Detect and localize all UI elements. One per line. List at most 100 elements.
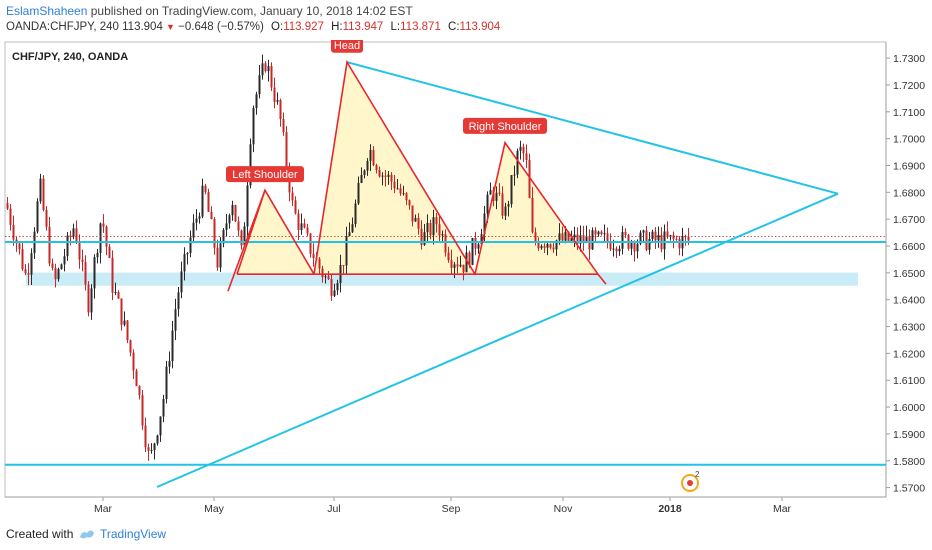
candle-body	[297, 213, 300, 231]
candle-body	[513, 174, 516, 176]
y-tick-label: 1.6900	[893, 160, 925, 172]
candle-body	[189, 237, 192, 253]
y-tick-label: 1.6400	[893, 295, 925, 307]
candle-body	[174, 309, 177, 331]
candle-body	[483, 213, 486, 235]
candle-body	[624, 232, 627, 235]
candle-body	[78, 242, 81, 260]
candle-body	[87, 284, 90, 313]
candle-body	[294, 200, 297, 214]
annotation-right-shoulder[interactable]: Right Shoulder	[463, 117, 547, 134]
candle-body	[606, 233, 609, 242]
candle-body	[27, 273, 30, 275]
candle-body	[162, 398, 165, 417]
candle-body	[666, 231, 669, 237]
candle-body	[156, 435, 159, 444]
footer: Created with TradingView	[0, 518, 932, 550]
candle-body	[90, 288, 93, 313]
y-tick-label: 1.7300	[893, 53, 925, 65]
descending-trendline[interactable]	[346, 61, 839, 195]
right-shoulder-triangle[interactable]	[474, 140, 599, 275]
candle-body	[495, 192, 498, 201]
candle-body	[438, 224, 441, 236]
candle-body	[687, 236, 690, 241]
candle-body	[93, 257, 96, 289]
candle-body	[267, 66, 270, 72]
price-change: −0.648 (−0.57%)	[178, 21, 264, 33]
candle-body	[66, 235, 69, 257]
candle-body	[237, 221, 240, 231]
y-tick-label: 1.6600	[893, 241, 925, 253]
candle-body	[498, 192, 501, 194]
event-marker-icon[interactable]: 2	[681, 470, 700, 492]
candle-body	[429, 222, 432, 236]
head-triangle-fill	[314, 62, 475, 275]
candle-body	[327, 276, 330, 280]
low-value: 113.871	[400, 21, 441, 33]
annotation-label: Right Shoulder	[469, 121, 542, 133]
candle-body	[342, 265, 345, 267]
annotation-head[interactable]: Head	[331, 40, 363, 53]
candle-body	[633, 242, 636, 252]
candle-body	[36, 201, 39, 232]
y-tick-label: 1.6300	[893, 322, 925, 334]
candle-body	[150, 450, 153, 452]
candle-body	[198, 216, 201, 219]
y-tick-label: 1.6800	[893, 187, 925, 199]
candle-body	[336, 283, 339, 291]
candle-body	[108, 246, 111, 258]
candle-body	[306, 227, 309, 234]
head-triangle[interactable]	[313, 59, 476, 275]
ohlc-line: OANDA:CHFJPY, 240 113.904 ▼ −0.648 (−0.5…	[6, 21, 500, 33]
candle-body	[291, 192, 294, 201]
candle-body	[600, 231, 603, 235]
right-shoulder-tail-line[interactable]	[597, 273, 607, 285]
candle-body	[264, 63, 267, 72]
x-tick-label: Mar	[773, 503, 792, 515]
candle-body	[186, 252, 189, 255]
candle-body	[117, 291, 120, 299]
candle-body	[51, 263, 54, 269]
candle-body	[456, 264, 459, 267]
candle-body	[435, 217, 438, 225]
candle-body	[132, 352, 135, 371]
candle-body	[48, 226, 51, 264]
candle-body	[312, 253, 315, 259]
tradingview-logo-icon	[80, 530, 94, 539]
candle-body	[486, 194, 489, 214]
last-price: 113.904	[122, 21, 163, 33]
tradingview-brand[interactable]: TradingView	[100, 527, 167, 541]
candle-body	[57, 269, 60, 280]
price-chart[interactable]: CHF/JPY, 240, OANDA Left Shoulder Head Rig…	[0, 40, 932, 518]
candle-body	[501, 193, 504, 216]
candle-body	[615, 248, 618, 252]
candle-body	[300, 223, 303, 231]
left-shoulder-rise-line[interactable]	[227, 189, 266, 292]
x-tick-label: 2018	[658, 503, 682, 515]
candle-body	[426, 222, 429, 233]
candle-body	[330, 279, 333, 296]
candle-body	[453, 264, 456, 268]
y-tick-label: 1.6000	[893, 402, 925, 414]
annotation-left-shoulder[interactable]: Left Shoulder	[226, 166, 304, 183]
author-name[interactable]: EslamShaheen	[6, 4, 88, 18]
candle-body	[387, 174, 390, 177]
candle-body	[354, 203, 357, 225]
candle-body	[414, 217, 417, 222]
candle-body	[243, 226, 246, 246]
candle-body	[552, 247, 555, 250]
candle-body	[177, 292, 180, 310]
candle-body	[648, 238, 651, 250]
candle-body	[384, 175, 387, 177]
candle-body	[192, 222, 195, 238]
ascending-trendline[interactable]	[156, 192, 839, 488]
candle-body	[612, 248, 615, 250]
y-tick-label: 1.5900	[893, 429, 925, 441]
candle-body	[99, 223, 102, 253]
candle-body	[675, 238, 678, 240]
candle-body	[318, 258, 321, 269]
symbol-label: OANDA:CHFJPY, 240	[6, 21, 119, 33]
y-tick-label: 1.5800	[893, 456, 925, 468]
candle-body	[441, 234, 444, 236]
candle-body	[576, 234, 579, 244]
